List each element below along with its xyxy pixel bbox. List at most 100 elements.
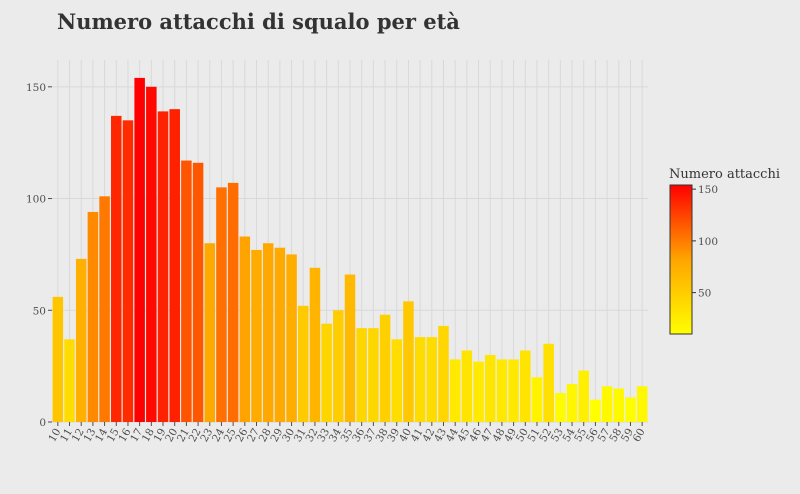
x-tick-label: 59: [619, 427, 636, 445]
x-tick-label: 11: [58, 427, 75, 445]
y-tick-label: 0: [39, 417, 46, 429]
bar: [543, 343, 554, 422]
chart-title: Numero attacchi di squalo per età: [57, 9, 460, 34]
bar: [87, 211, 99, 422]
legend-tick-label: 100: [698, 236, 718, 248]
x-tick-label: 53: [549, 427, 566, 445]
bar: [414, 337, 426, 422]
x-tick-label: 41: [409, 427, 426, 445]
bar: [64, 339, 75, 422]
bar: [286, 254, 297, 422]
x-tick-label: 17: [128, 427, 145, 445]
bar: [251, 249, 262, 422]
bar: [192, 162, 204, 422]
bar: [508, 359, 519, 422]
bar: [239, 236, 251, 422]
bar: [111, 115, 122, 422]
plot-area: 0501001501011121314151617181920212223242…: [26, 60, 648, 444]
bar: [75, 258, 87, 422]
x-tick-label: 40: [397, 427, 414, 445]
bar: [274, 247, 286, 422]
x-tick-label: 45: [455, 427, 472, 445]
bar: [403, 301, 414, 422]
x-tick-label: 47: [479, 427, 496, 445]
x-tick-label: 39: [385, 427, 402, 445]
bar: [204, 243, 216, 422]
x-tick-label: 51: [525, 427, 542, 445]
bar: [297, 305, 309, 422]
x-tick-label: 38: [374, 427, 391, 445]
x-tick-label: 42: [420, 427, 437, 445]
y-tick-label: 100: [26, 194, 46, 206]
x-tick-label: 24: [210, 426, 227, 444]
bar: [473, 361, 484, 422]
bar: [52, 296, 64, 422]
x-tick-label: 48: [490, 427, 507, 445]
bar: [227, 182, 239, 422]
x-tick-label: 49: [502, 427, 519, 445]
x-tick-label: 15: [105, 427, 122, 445]
bar: [426, 337, 438, 422]
x-tick-label: 36: [350, 426, 367, 444]
x-tick-label: 57: [596, 427, 613, 445]
x-tick-label: 37: [362, 427, 379, 445]
x-tick-label: 12: [70, 427, 87, 445]
legend-tick-label: 50: [698, 288, 711, 300]
x-tick-label: 54: [561, 426, 578, 444]
bar: [333, 310, 344, 422]
bar: [157, 111, 169, 422]
x-tick-label: 35: [339, 427, 356, 445]
legend-tick-label: 150: [698, 184, 718, 196]
legend-title: Numero attacchi: [669, 167, 780, 182]
bar: [262, 243, 274, 422]
color-legend: Numero attacchi 50 100 150: [669, 167, 780, 335]
x-tick-label: 20: [163, 427, 180, 445]
bar: [520, 350, 531, 422]
x-tick-label: 31: [292, 427, 309, 445]
x-tick-label: 55: [572, 427, 589, 445]
x-tick-label: 56: [584, 426, 601, 444]
x-tick-label: 27: [245, 427, 262, 445]
x-tick-label: 10: [46, 427, 63, 445]
bar: [566, 384, 578, 422]
x-tick-label: 46: [467, 426, 484, 444]
bar: [438, 325, 449, 422]
bar: [146, 86, 157, 422]
x-tick-label: 19: [152, 427, 169, 445]
bar: [625, 397, 636, 422]
bar: [134, 77, 145, 423]
x-tick-label: 50: [514, 427, 531, 445]
bar: [613, 388, 625, 422]
bar: [122, 120, 134, 422]
bar: [555, 392, 566, 422]
bar: [321, 323, 332, 422]
bar: [216, 187, 227, 422]
bar: [496, 359, 508, 422]
bar: [344, 274, 356, 422]
y-tick-label: 150: [26, 82, 46, 94]
bar: [484, 354, 496, 422]
bar: [531, 377, 543, 422]
x-tick-label: 25: [222, 427, 239, 445]
x-tick-label: 13: [81, 427, 98, 445]
x-tick-label: 22: [187, 427, 204, 445]
colorbar: [669, 184, 693, 335]
x-tick-label: 21: [175, 427, 192, 445]
bar: [181, 160, 192, 423]
bar: [309, 267, 321, 422]
x-tick-label: 60: [631, 427, 648, 445]
x-tick-label: 16: [116, 426, 133, 444]
bar: [449, 359, 461, 422]
x-tick-label: 18: [140, 427, 157, 445]
bar: [368, 328, 379, 422]
x-tick-label: 32: [303, 427, 320, 445]
bar: [601, 386, 613, 422]
x-tick-label: 30: [280, 427, 297, 445]
bar: [461, 350, 473, 422]
x-tick-label: 44: [444, 426, 461, 444]
x-tick-label: 52: [537, 427, 554, 445]
x-tick-label: 23: [198, 427, 215, 445]
bar: [99, 196, 110, 422]
